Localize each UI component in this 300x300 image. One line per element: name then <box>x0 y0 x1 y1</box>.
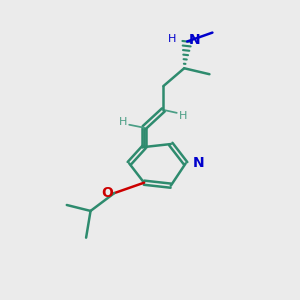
Text: N: N <box>193 156 205 170</box>
Text: H: H <box>119 117 128 127</box>
Text: N: N <box>189 33 200 47</box>
Text: H: H <box>178 111 187 121</box>
Text: O: O <box>101 186 113 200</box>
Text: H: H <box>168 34 176 44</box>
